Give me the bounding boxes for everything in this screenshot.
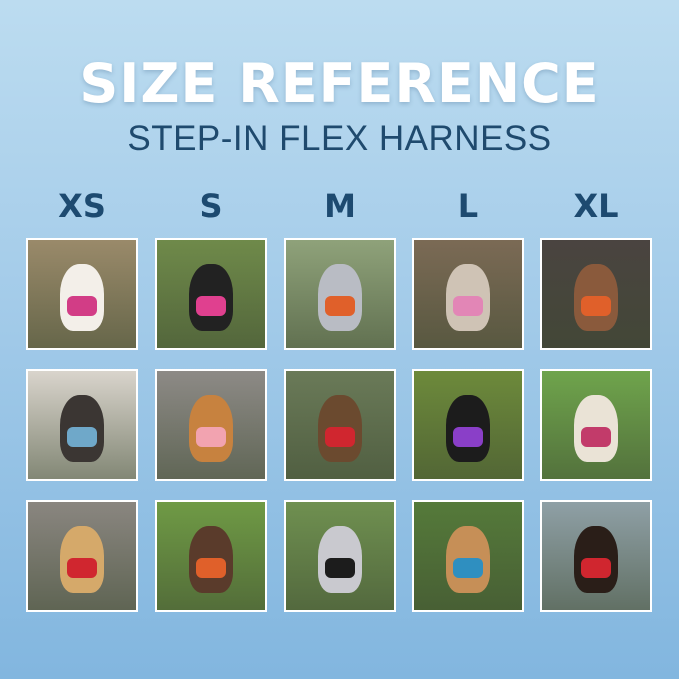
dog-photo-m	[284, 500, 396, 612]
dog-photo-xl	[540, 500, 652, 612]
harness-image	[324, 427, 356, 447]
harness-image	[66, 427, 98, 447]
dog-photo-xs	[26, 238, 138, 350]
harness-image	[324, 558, 356, 578]
harness-image	[452, 296, 484, 316]
harness-image	[66, 296, 98, 316]
dog-photo-xl	[540, 369, 652, 481]
dog-photo-xl	[540, 238, 652, 350]
dog-photo-l	[412, 369, 524, 481]
page-title: SIZE REFERENCE	[79, 52, 600, 115]
dog-photo-xs	[26, 369, 138, 481]
dog-photo-m	[284, 238, 396, 350]
harness-image	[580, 558, 612, 578]
harness-image	[580, 427, 612, 447]
size-label-s: S	[199, 187, 223, 225]
harness-image	[324, 296, 356, 316]
size-label-l: L	[457, 187, 479, 225]
dog-photo-s	[155, 238, 267, 350]
dog-photo-xs	[26, 500, 138, 612]
harness-image	[66, 558, 98, 578]
harness-image	[452, 427, 484, 447]
harness-image	[195, 558, 227, 578]
size-label-m: M	[324, 187, 356, 225]
dog-photo-s	[155, 369, 267, 481]
harness-image	[195, 427, 227, 447]
dog-photo-l	[412, 238, 524, 350]
harness-image	[452, 558, 484, 578]
harness-image	[580, 296, 612, 316]
size-label-xs: XS	[58, 187, 106, 225]
page-subtitle: STEP-IN FLEX HARNESS	[127, 119, 552, 158]
dog-photo-s	[155, 500, 267, 612]
harness-image	[195, 296, 227, 316]
dog-photo-m	[284, 369, 396, 481]
size-label-xl: XL	[573, 187, 619, 225]
dog-photo-l	[412, 500, 524, 612]
